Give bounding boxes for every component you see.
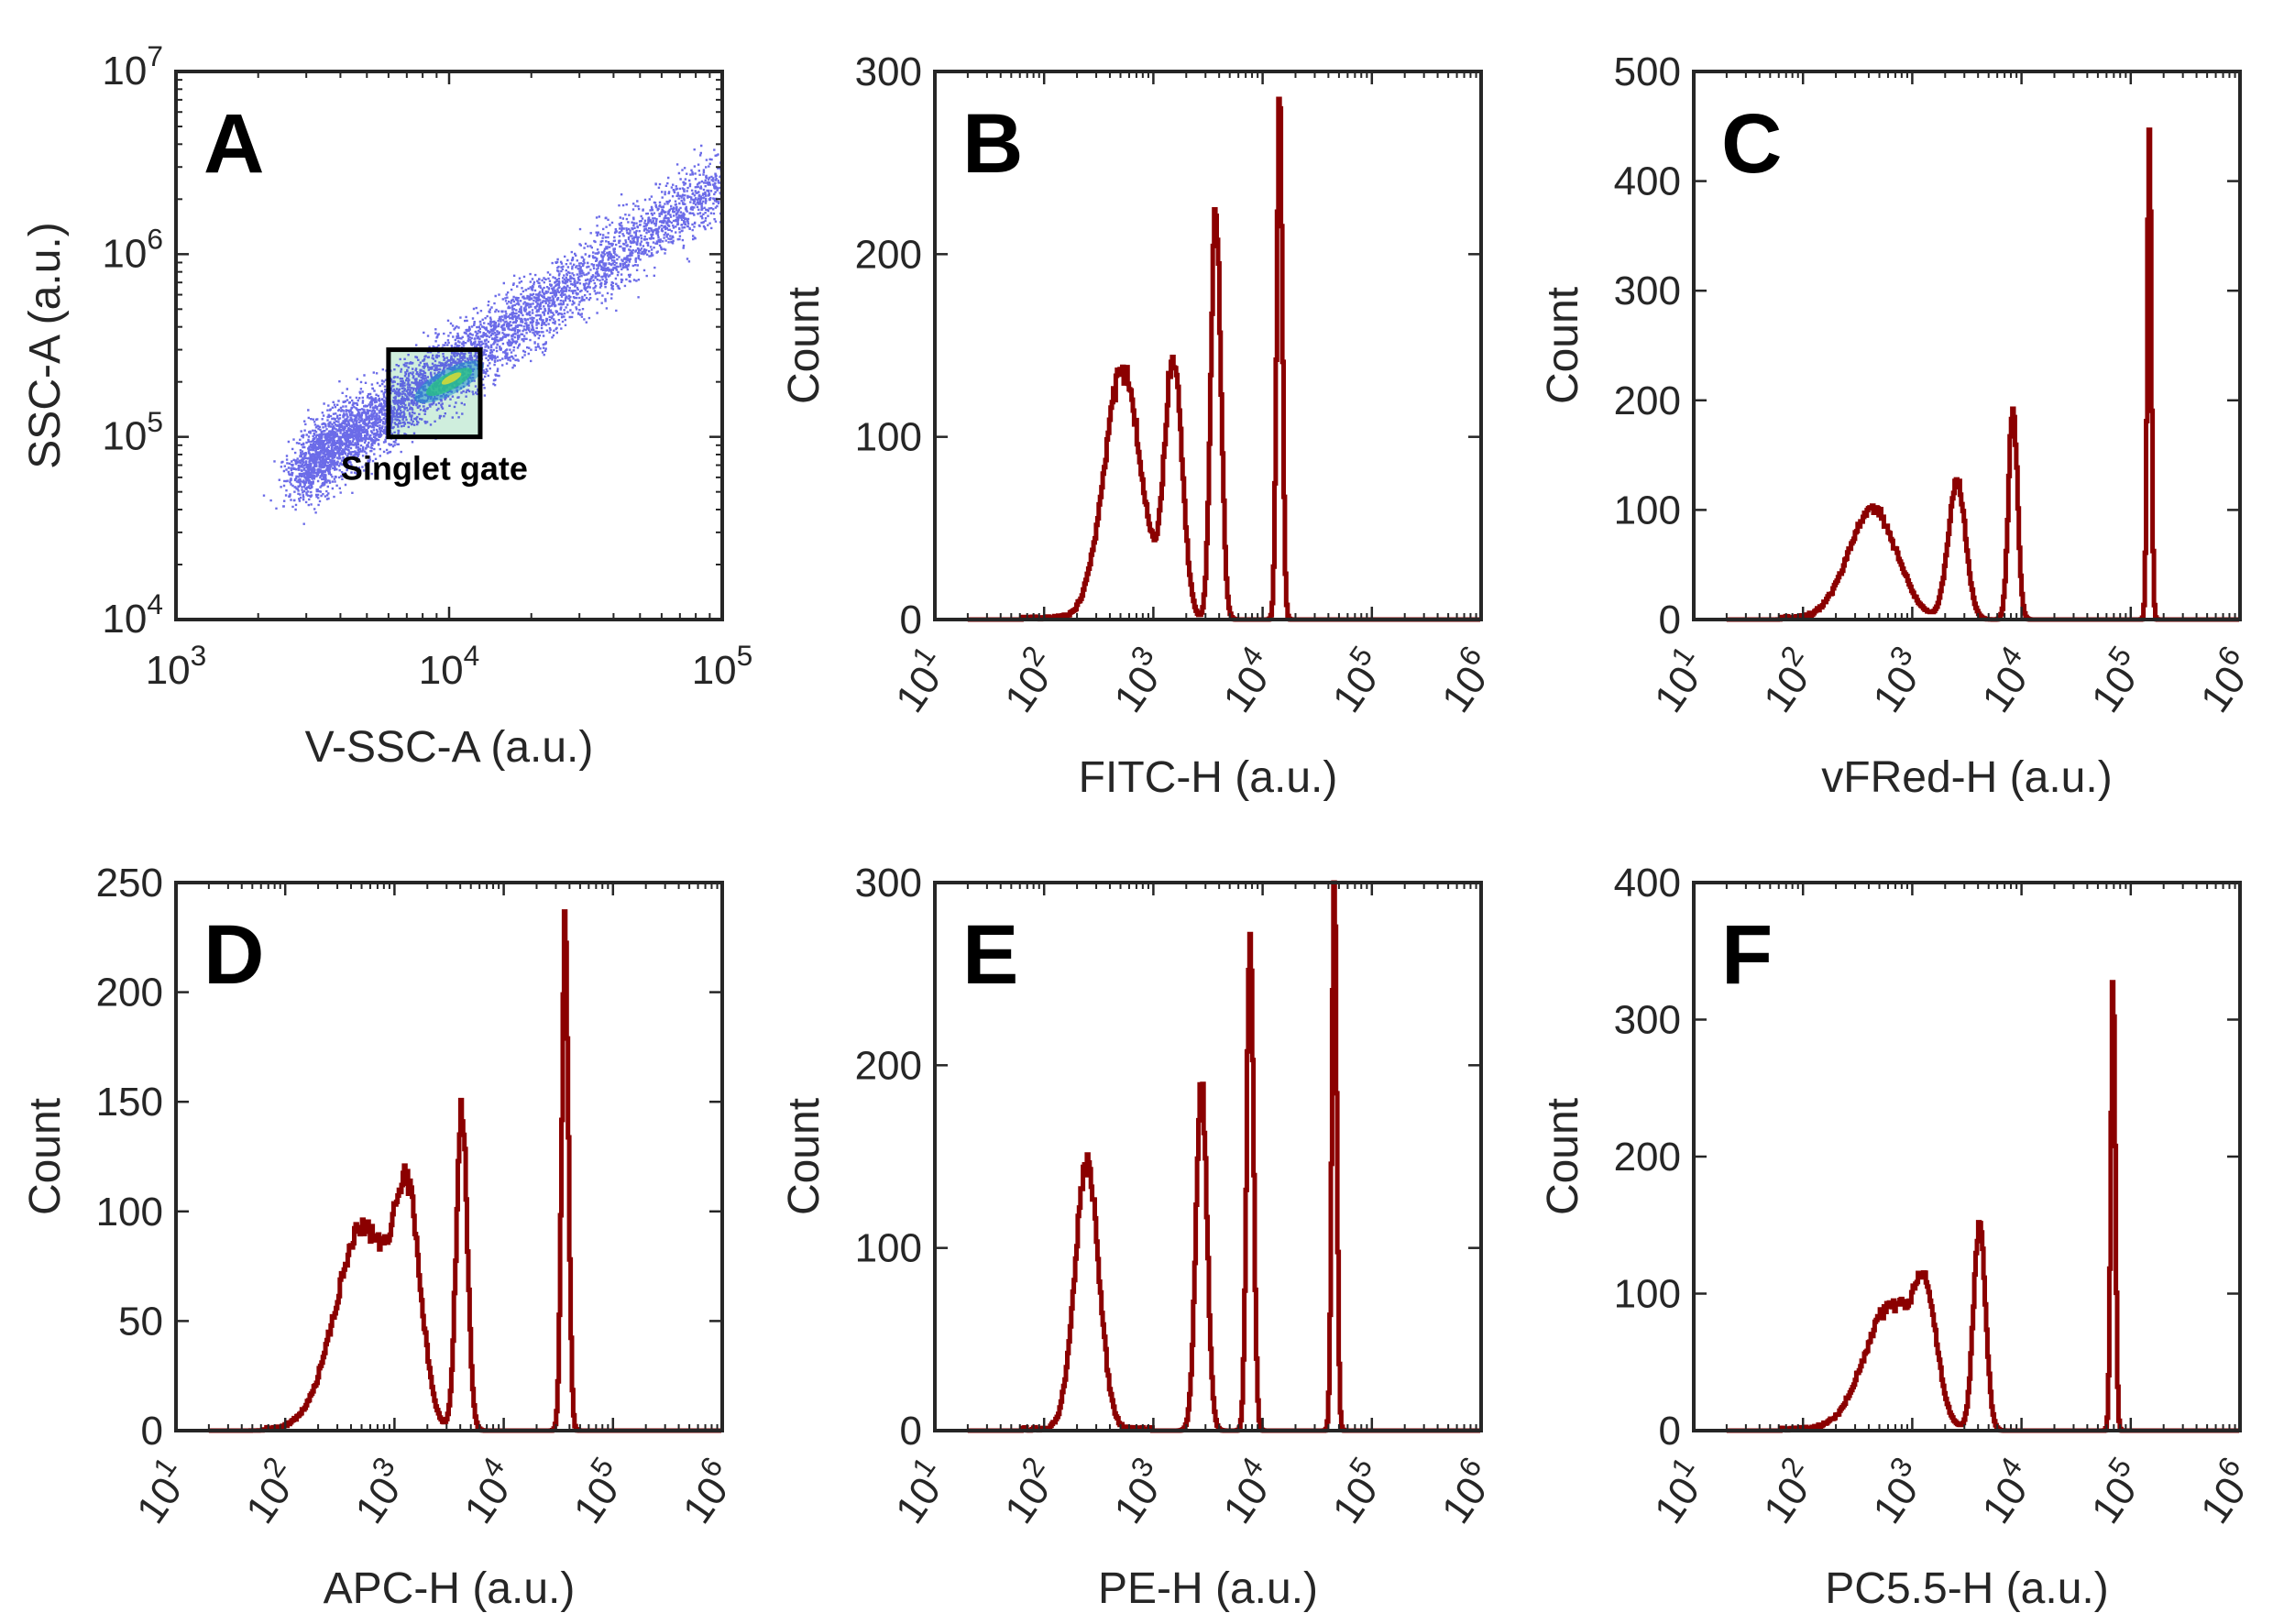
panel-letter-d: D — [203, 908, 264, 1002]
x-tick-label-0-base: 10 — [146, 648, 191, 693]
y-tick-label-0: 0 — [141, 1409, 163, 1454]
plot-frame — [933, 70, 1483, 621]
y-tick-label-1: 100 — [1614, 1272, 1681, 1317]
y-tick-label-2: 200 — [855, 1043, 922, 1088]
y-tick-label-5: 500 — [1614, 49, 1681, 94]
y-tick-label-1: 105 — [102, 405, 163, 459]
x-tick-label-0: 103 — [146, 639, 207, 693]
y-tick-label-2: 200 — [1614, 379, 1681, 423]
y-tick-label-3: 300 — [855, 49, 922, 94]
histogram-line — [1726, 980, 2239, 1433]
y-tick-label-1-exponent: 5 — [147, 405, 163, 438]
y-tick-label-4: 400 — [1614, 861, 1681, 905]
y-axis-label: Count — [780, 287, 829, 404]
panel-f: F0100200300400101102103104105106PC5.5-H … — [1539, 861, 2255, 1613]
density-core-peak — [441, 372, 462, 385]
y-tick-label-2-exponent: 6 — [147, 223, 163, 256]
y-tick-label-0-base: 10 — [102, 597, 147, 642]
panel-letter-f: F — [1721, 908, 1773, 1002]
y-tick-label-3: 300 — [1614, 998, 1681, 1043]
singlet-gate — [386, 347, 483, 440]
y-tick-label-5: 250 — [96, 861, 163, 905]
y-tick-label-4: 200 — [96, 971, 163, 1015]
y-axis-label: Count — [21, 1098, 70, 1215]
y-tick-label-1: 100 — [1614, 488, 1681, 532]
x-axis-label: PE-H (a.u.) — [1098, 1564, 1318, 1613]
panel-letter-a: A — [203, 97, 264, 191]
y-tick-label-2-base: 10 — [102, 231, 147, 276]
y-axis-label: Count — [1539, 287, 1587, 404]
y-tick-label-3: 150 — [96, 1080, 163, 1125]
x-tick-label-0-exponent: 3 — [191, 639, 207, 672]
y-tick-label-3-base: 10 — [102, 49, 147, 93]
x-axis-label: vFRed-H (a.u.) — [1821, 753, 2112, 802]
y-tick-label-2: 200 — [855, 232, 922, 277]
x-axis-label: V-SSC-A (a.u.) — [305, 723, 594, 772]
y-tick-label-0: 0 — [900, 1409, 922, 1454]
y-axis-label: Count — [1539, 1098, 1587, 1215]
x-tick-label-2-base: 10 — [692, 648, 737, 693]
x-tick-label-1-exponent: 4 — [464, 639, 480, 672]
y-tick-label-4: 400 — [1614, 159, 1681, 204]
y-tick-label-2: 200 — [1614, 1135, 1681, 1180]
plot-frame — [174, 881, 724, 1432]
plot-frame — [1692, 70, 2242, 621]
x-tick-label-1: 104 — [419, 639, 480, 693]
x-tick-label-2: 105 — [692, 639, 753, 693]
panel-letter-c: C — [1721, 97, 1782, 191]
plot-frame — [933, 881, 1483, 1432]
y-tick-label-0-exponent: 4 — [147, 587, 163, 620]
y-tick-label-3-exponent: 7 — [147, 39, 163, 72]
y-tick-label-0: 0 — [900, 598, 922, 642]
y-tick-label-1: 100 — [855, 415, 922, 460]
y-tick-label-1: 100 — [855, 1226, 922, 1271]
y-tick-label-0: 104 — [102, 587, 163, 642]
y-tick-label-2: 100 — [96, 1190, 163, 1234]
x-axis-label: PC5.5-H (a.u.) — [1825, 1564, 2108, 1613]
scatter-points — [262, 144, 723, 525]
y-tick-label-3: 107 — [102, 39, 163, 93]
y-tick-label-0: 0 — [1659, 1409, 1681, 1454]
y-tick-label-2: 106 — [102, 223, 163, 277]
y-tick-label-1-base: 10 — [102, 414, 147, 459]
scatter-dot-cloud — [262, 144, 723, 525]
x-axis-label: APC-H (a.u.) — [324, 1564, 576, 1613]
x-tick-label-2-exponent: 5 — [737, 639, 753, 672]
y-tick-label-3: 300 — [1614, 269, 1681, 313]
y-axis-label: SSC-A (a.u.) — [21, 222, 70, 468]
y-tick-label-0: 0 — [1659, 598, 1681, 642]
panel-letter-b: B — [962, 97, 1023, 191]
singlet-gate-label: Singlet gate — [341, 450, 528, 488]
y-axis-label: Count — [780, 1098, 829, 1215]
y-tick-label-1: 50 — [118, 1299, 163, 1344]
y-tick-label-3: 300 — [855, 861, 922, 905]
x-axis-label: FITC-H (a.u.) — [1079, 753, 1338, 802]
panel-letter-e: E — [962, 908, 1018, 1002]
x-tick-label-1-base: 10 — [419, 648, 464, 693]
